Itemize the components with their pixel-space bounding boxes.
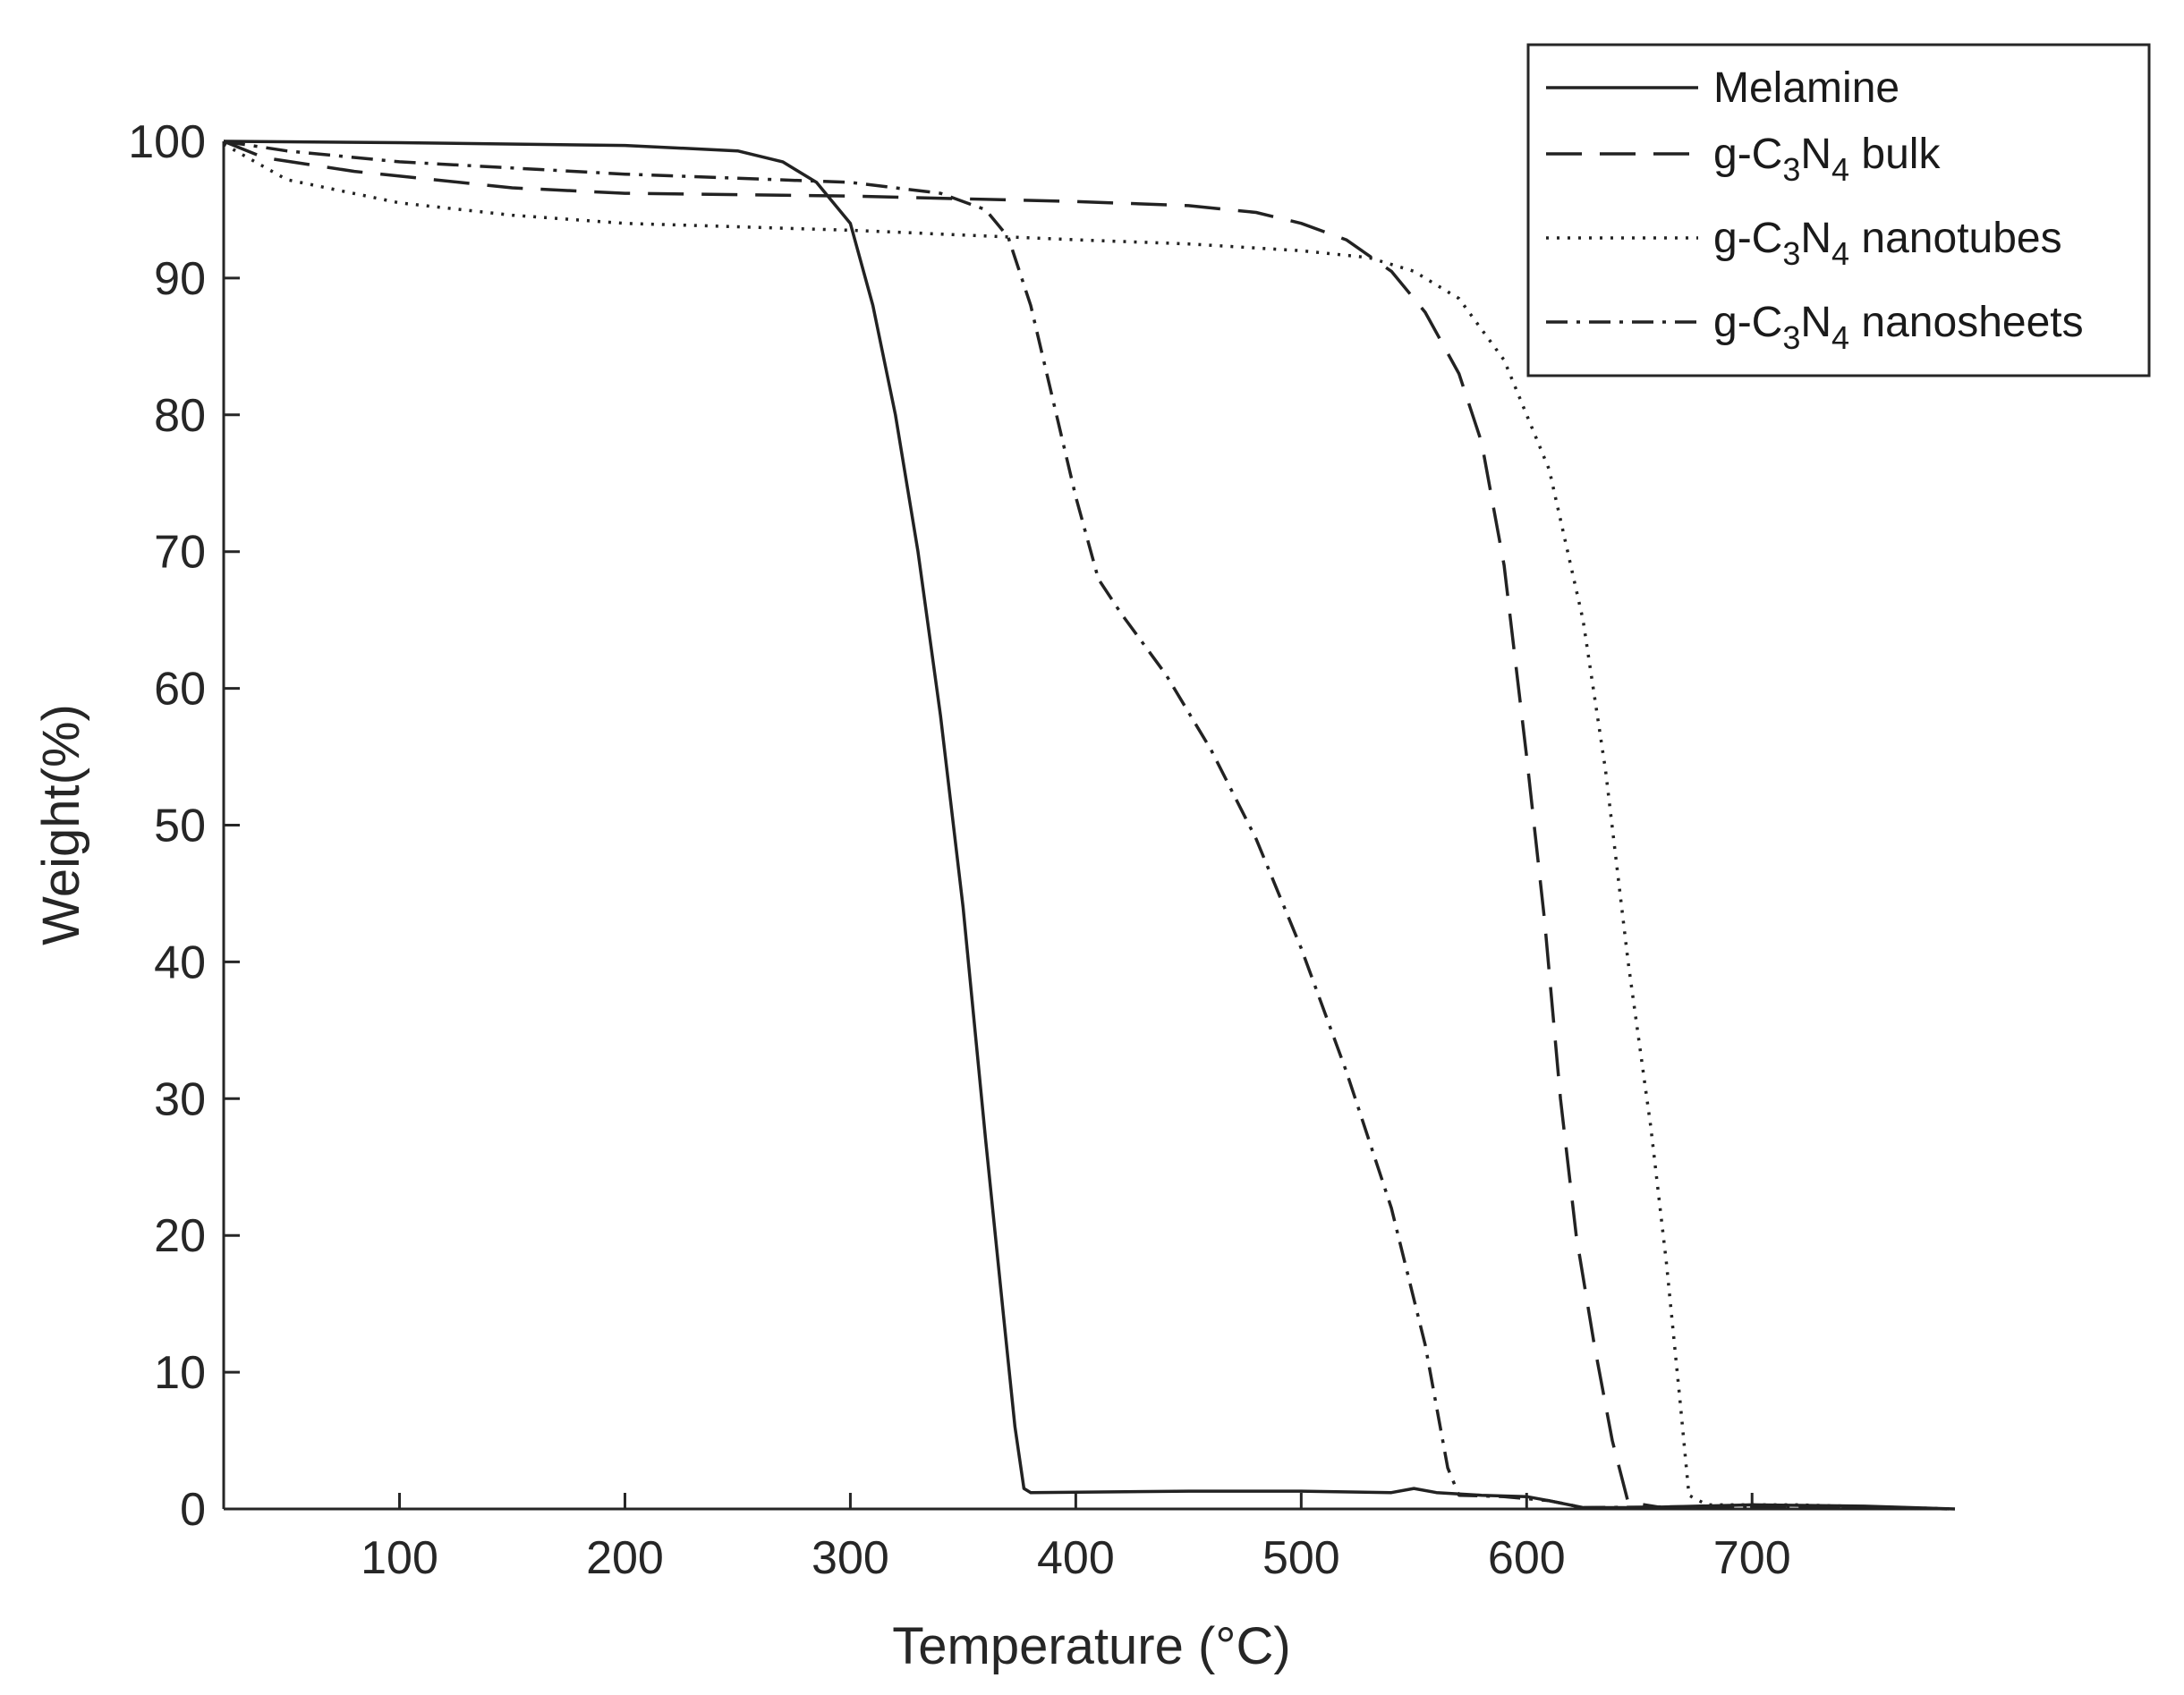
y-tick-label: 30	[154, 1073, 206, 1125]
y-ticks: 0 10 20 30 40 50 60 70 80 90 100	[128, 116, 240, 1536]
legend-text-part: 3	[1782, 235, 1800, 272]
y-tick-label: 50	[154, 801, 206, 852]
legend-text-part: Melamine	[1713, 64, 1899, 112]
series-line-2	[223, 140, 1956, 1511]
legend-text-part: 4	[1831, 319, 1849, 356]
legend-box	[1526, 43, 2151, 377]
x-tick-label: 600	[1488, 1532, 1566, 1584]
legend-text-part: 4	[1831, 235, 1849, 272]
x-axis-title: Temperature (°C)	[892, 1617, 1290, 1675]
y-tick-label: 60	[154, 664, 206, 716]
y-tick-label: 80	[154, 390, 206, 442]
legend-text-part: g-C	[1713, 215, 1782, 262]
legend-label-2: g-C3N4 bulk	[1713, 131, 1941, 188]
legend-text-part: N	[1800, 299, 1831, 346]
legend-text-part: nanotubes	[1849, 215, 2062, 262]
y-tick-label: 40	[154, 936, 206, 988]
legend-text-part: g-C	[1713, 299, 1782, 346]
x-tick-label: 100	[361, 1532, 438, 1584]
legend-text-part: 3	[1782, 319, 1800, 356]
legend-text-part: N	[1800, 215, 1831, 262]
y-tick-label: 70	[154, 527, 206, 579]
x-tick-label: 500	[1262, 1532, 1340, 1584]
legend-label-4: g-C3N4 nanosheets	[1713, 299, 2084, 356]
y-tick-label: 0	[180, 1484, 206, 1536]
legend-text-part: g-C	[1713, 131, 1782, 178]
legend-text-part: 3	[1782, 151, 1800, 188]
legend-text-part: N	[1800, 131, 1831, 178]
x-tick-label: 700	[1713, 1532, 1791, 1584]
x-tick-label: 300	[812, 1532, 889, 1584]
legend-label-3: g-C3N4 nanotubes	[1713, 215, 2062, 272]
series-line-4	[223, 140, 1956, 1511]
legend-label-1: Melamine	[1713, 64, 1899, 112]
y-axis-title: Weight(%)	[32, 704, 90, 945]
x-tick-label: 400	[1037, 1532, 1115, 1584]
series-layer	[223, 140, 1956, 1511]
legend-text-part: 4	[1831, 151, 1849, 188]
y-tick-label: 90	[154, 253, 206, 305]
y-tick-label: 10	[154, 1347, 206, 1399]
legend-text-part: bulk	[1849, 131, 1941, 178]
legend-text-part: nanosheets	[1849, 299, 2084, 346]
x-tick-label: 200	[586, 1532, 664, 1584]
y-tick-label: 20	[154, 1210, 206, 1262]
y-tick-label: 100	[128, 116, 206, 168]
